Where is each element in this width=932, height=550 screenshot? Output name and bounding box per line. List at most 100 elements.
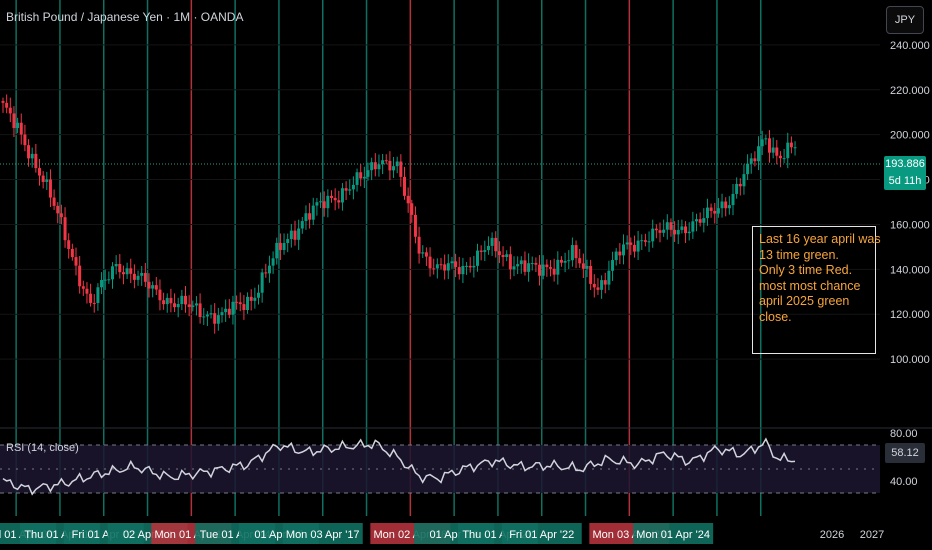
candle-body	[12, 113, 16, 129]
candle-body	[534, 263, 538, 265]
rsi-indicator-label[interactable]: RSI (14, close)	[6, 442, 79, 454]
candle-body	[585, 265, 589, 269]
candle-body	[67, 240, 71, 249]
candle-body	[202, 316, 206, 318]
candle-body	[600, 280, 604, 290]
candle-body	[337, 200, 341, 203]
candle-body	[516, 264, 520, 267]
candle-body	[530, 263, 534, 265]
candle-body	[472, 265, 476, 268]
candle-body	[709, 207, 713, 211]
candle-body	[552, 268, 556, 275]
candle-body	[574, 245, 578, 259]
candle-body	[249, 296, 253, 301]
time-axis-label: 2027	[860, 529, 884, 541]
candle-body	[23, 134, 27, 146]
candle-body	[184, 295, 187, 305]
note-line: most most chance	[759, 278, 861, 293]
candle-body	[716, 208, 720, 214]
candle-body	[366, 170, 370, 177]
candle-body	[501, 254, 505, 258]
candle-body	[330, 195, 333, 198]
candle-body	[278, 242, 282, 250]
candle-body	[549, 267, 552, 269]
candle-body	[326, 195, 330, 209]
candle-body	[771, 147, 775, 153]
price-tick-label: 240.000	[890, 40, 930, 52]
rsi-axis: 80.00 40.00	[890, 428, 918, 488]
candle-body	[421, 252, 425, 254]
candle-body	[647, 241, 651, 243]
candle-body	[103, 279, 107, 281]
candle-body	[614, 251, 618, 261]
candle-body	[30, 153, 34, 159]
candle-body	[388, 160, 392, 171]
candle-body	[519, 260, 523, 265]
candle-body	[173, 303, 177, 308]
candle-body	[89, 293, 93, 303]
last-price-badge: 193.886 5d 11h	[884, 156, 926, 190]
candle-body	[486, 245, 490, 251]
annotation-note[interactable]: Last 16 year april was 13 time green. On…	[752, 226, 881, 354]
candle-body	[432, 268, 436, 270]
candle-body	[140, 272, 144, 276]
candle-body	[246, 296, 250, 311]
candle-body	[680, 226, 684, 230]
candle-body	[373, 162, 377, 170]
time-axis-label: 2026	[820, 529, 844, 541]
candle-body	[392, 166, 396, 171]
candle-body	[308, 213, 312, 220]
candle-body	[56, 205, 60, 214]
candle-body	[417, 236, 421, 254]
price-tick-label: 100.000	[890, 354, 930, 366]
currency-button[interactable]: JPY	[886, 6, 924, 34]
candle-body	[359, 172, 363, 179]
candle-body	[41, 175, 45, 182]
candle-body	[443, 264, 447, 271]
candle-body	[74, 257, 78, 266]
last-price-value: 193.886	[885, 158, 925, 170]
candle-body	[125, 268, 129, 275]
candle-body	[27, 145, 31, 159]
candle-body	[362, 176, 366, 179]
candle-body	[169, 297, 173, 304]
candle-body	[527, 263, 531, 272]
note-line: close.	[759, 309, 792, 324]
candle-body	[490, 237, 494, 246]
candle-body	[702, 218, 706, 223]
candle-body	[512, 266, 516, 270]
price-tick-label: 200.000	[890, 130, 930, 142]
chart-title[interactable]: British Pound / Japanese Yen · 1M · OAND…	[6, 10, 244, 24]
candle-body	[589, 265, 593, 284]
price-tick-label: 140.000	[890, 264, 930, 276]
candle-body	[625, 242, 629, 245]
candle-body	[377, 164, 381, 170]
rsi-tick-label: 40.00	[890, 476, 918, 488]
candle-body	[753, 158, 757, 162]
candle-body	[581, 263, 585, 269]
candle-body	[468, 265, 472, 268]
candle-body	[293, 230, 297, 240]
candle-body	[413, 214, 417, 237]
candle-body	[275, 242, 279, 259]
time-axis-tag	[501, 523, 582, 544]
candle-body	[100, 279, 104, 288]
candle-body	[724, 201, 728, 209]
candle-body	[147, 281, 151, 289]
candle-body	[205, 314, 209, 317]
candle-body	[129, 268, 133, 274]
price-grid	[0, 44, 880, 360]
candle-body	[315, 202, 319, 206]
candle-body	[260, 272, 264, 293]
price-axis[interactable]: 240.000220.000200.000180.000160.000140.0…	[890, 40, 930, 366]
candle-body	[52, 197, 56, 206]
note-line: april 2025 green	[759, 294, 850, 308]
candle-body	[333, 197, 337, 201]
candle-body	[289, 230, 293, 240]
candle-body	[271, 258, 275, 266]
candle-body	[224, 308, 228, 313]
candle-body	[479, 250, 483, 252]
candle-body	[450, 261, 454, 264]
